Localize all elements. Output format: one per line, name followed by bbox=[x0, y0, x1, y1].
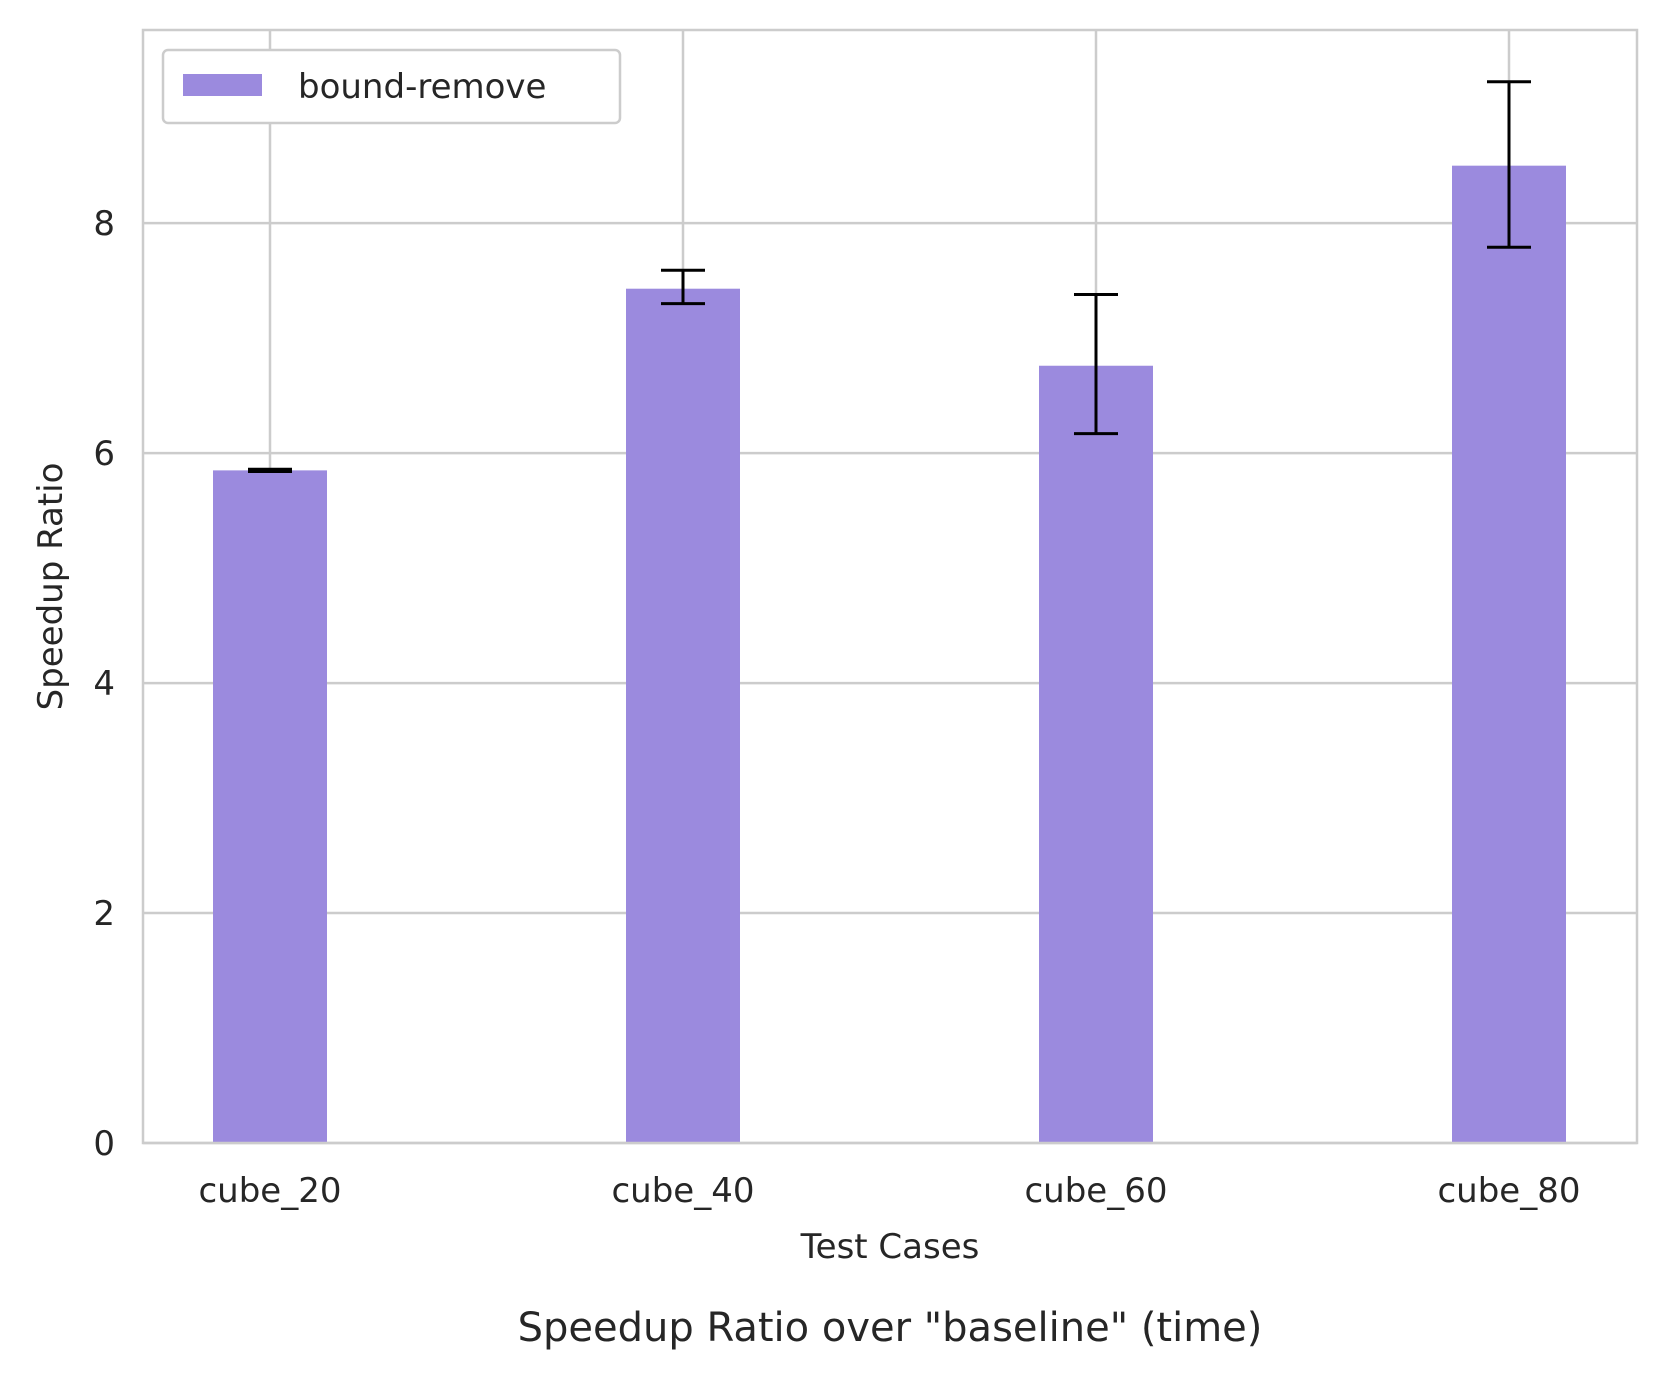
x-tick-label: cube_80 bbox=[1437, 1171, 1580, 1211]
legend-box bbox=[161, 48, 622, 125]
error-bar-cube_20 bbox=[248, 467, 292, 474]
y-axis-label: Speedup Ratio bbox=[31, 463, 71, 711]
error-bar-cube_60 bbox=[1074, 292, 1118, 436]
x-tick-label: cube_40 bbox=[611, 1171, 754, 1211]
error-bars bbox=[248, 80, 1531, 474]
y-ticks: 0 2 4 6 8 bbox=[93, 204, 115, 1164]
x-tick-label: cube_60 bbox=[1024, 1171, 1167, 1211]
y-tick-label: 4 bbox=[93, 664, 115, 704]
x-axis-label: Test Cases bbox=[800, 1227, 980, 1267]
y-tick-label: 2 bbox=[93, 894, 115, 934]
legend-swatch bbox=[183, 74, 262, 96]
bars bbox=[213, 165, 1566, 1144]
x-ticks: cube_20 cube_40 cube_60 cube_80 bbox=[198, 1171, 1580, 1211]
bar-cube_20 bbox=[213, 470, 327, 1144]
grid bbox=[143, 30, 1637, 1145]
error-bar-cube_80 bbox=[1487, 80, 1531, 249]
y-tick-label: 0 bbox=[93, 1124, 115, 1164]
bar-cube_80 bbox=[1452, 165, 1566, 1144]
error-bar-cube_40 bbox=[661, 268, 705, 306]
plot-frame bbox=[141, 28, 1639, 1145]
bar-cube_60 bbox=[1039, 365, 1153, 1144]
bar-cube_40 bbox=[626, 288, 740, 1144]
y-tick-label: 6 bbox=[93, 434, 115, 474]
legend-label: bound-remove bbox=[298, 67, 546, 107]
x-tick-label: cube_20 bbox=[198, 1171, 341, 1211]
chart-title: Speedup Ratio over "baseline" (time) bbox=[518, 1305, 1263, 1351]
legend: bound-remove bbox=[161, 48, 622, 125]
y-tick-label: 8 bbox=[93, 204, 115, 244]
